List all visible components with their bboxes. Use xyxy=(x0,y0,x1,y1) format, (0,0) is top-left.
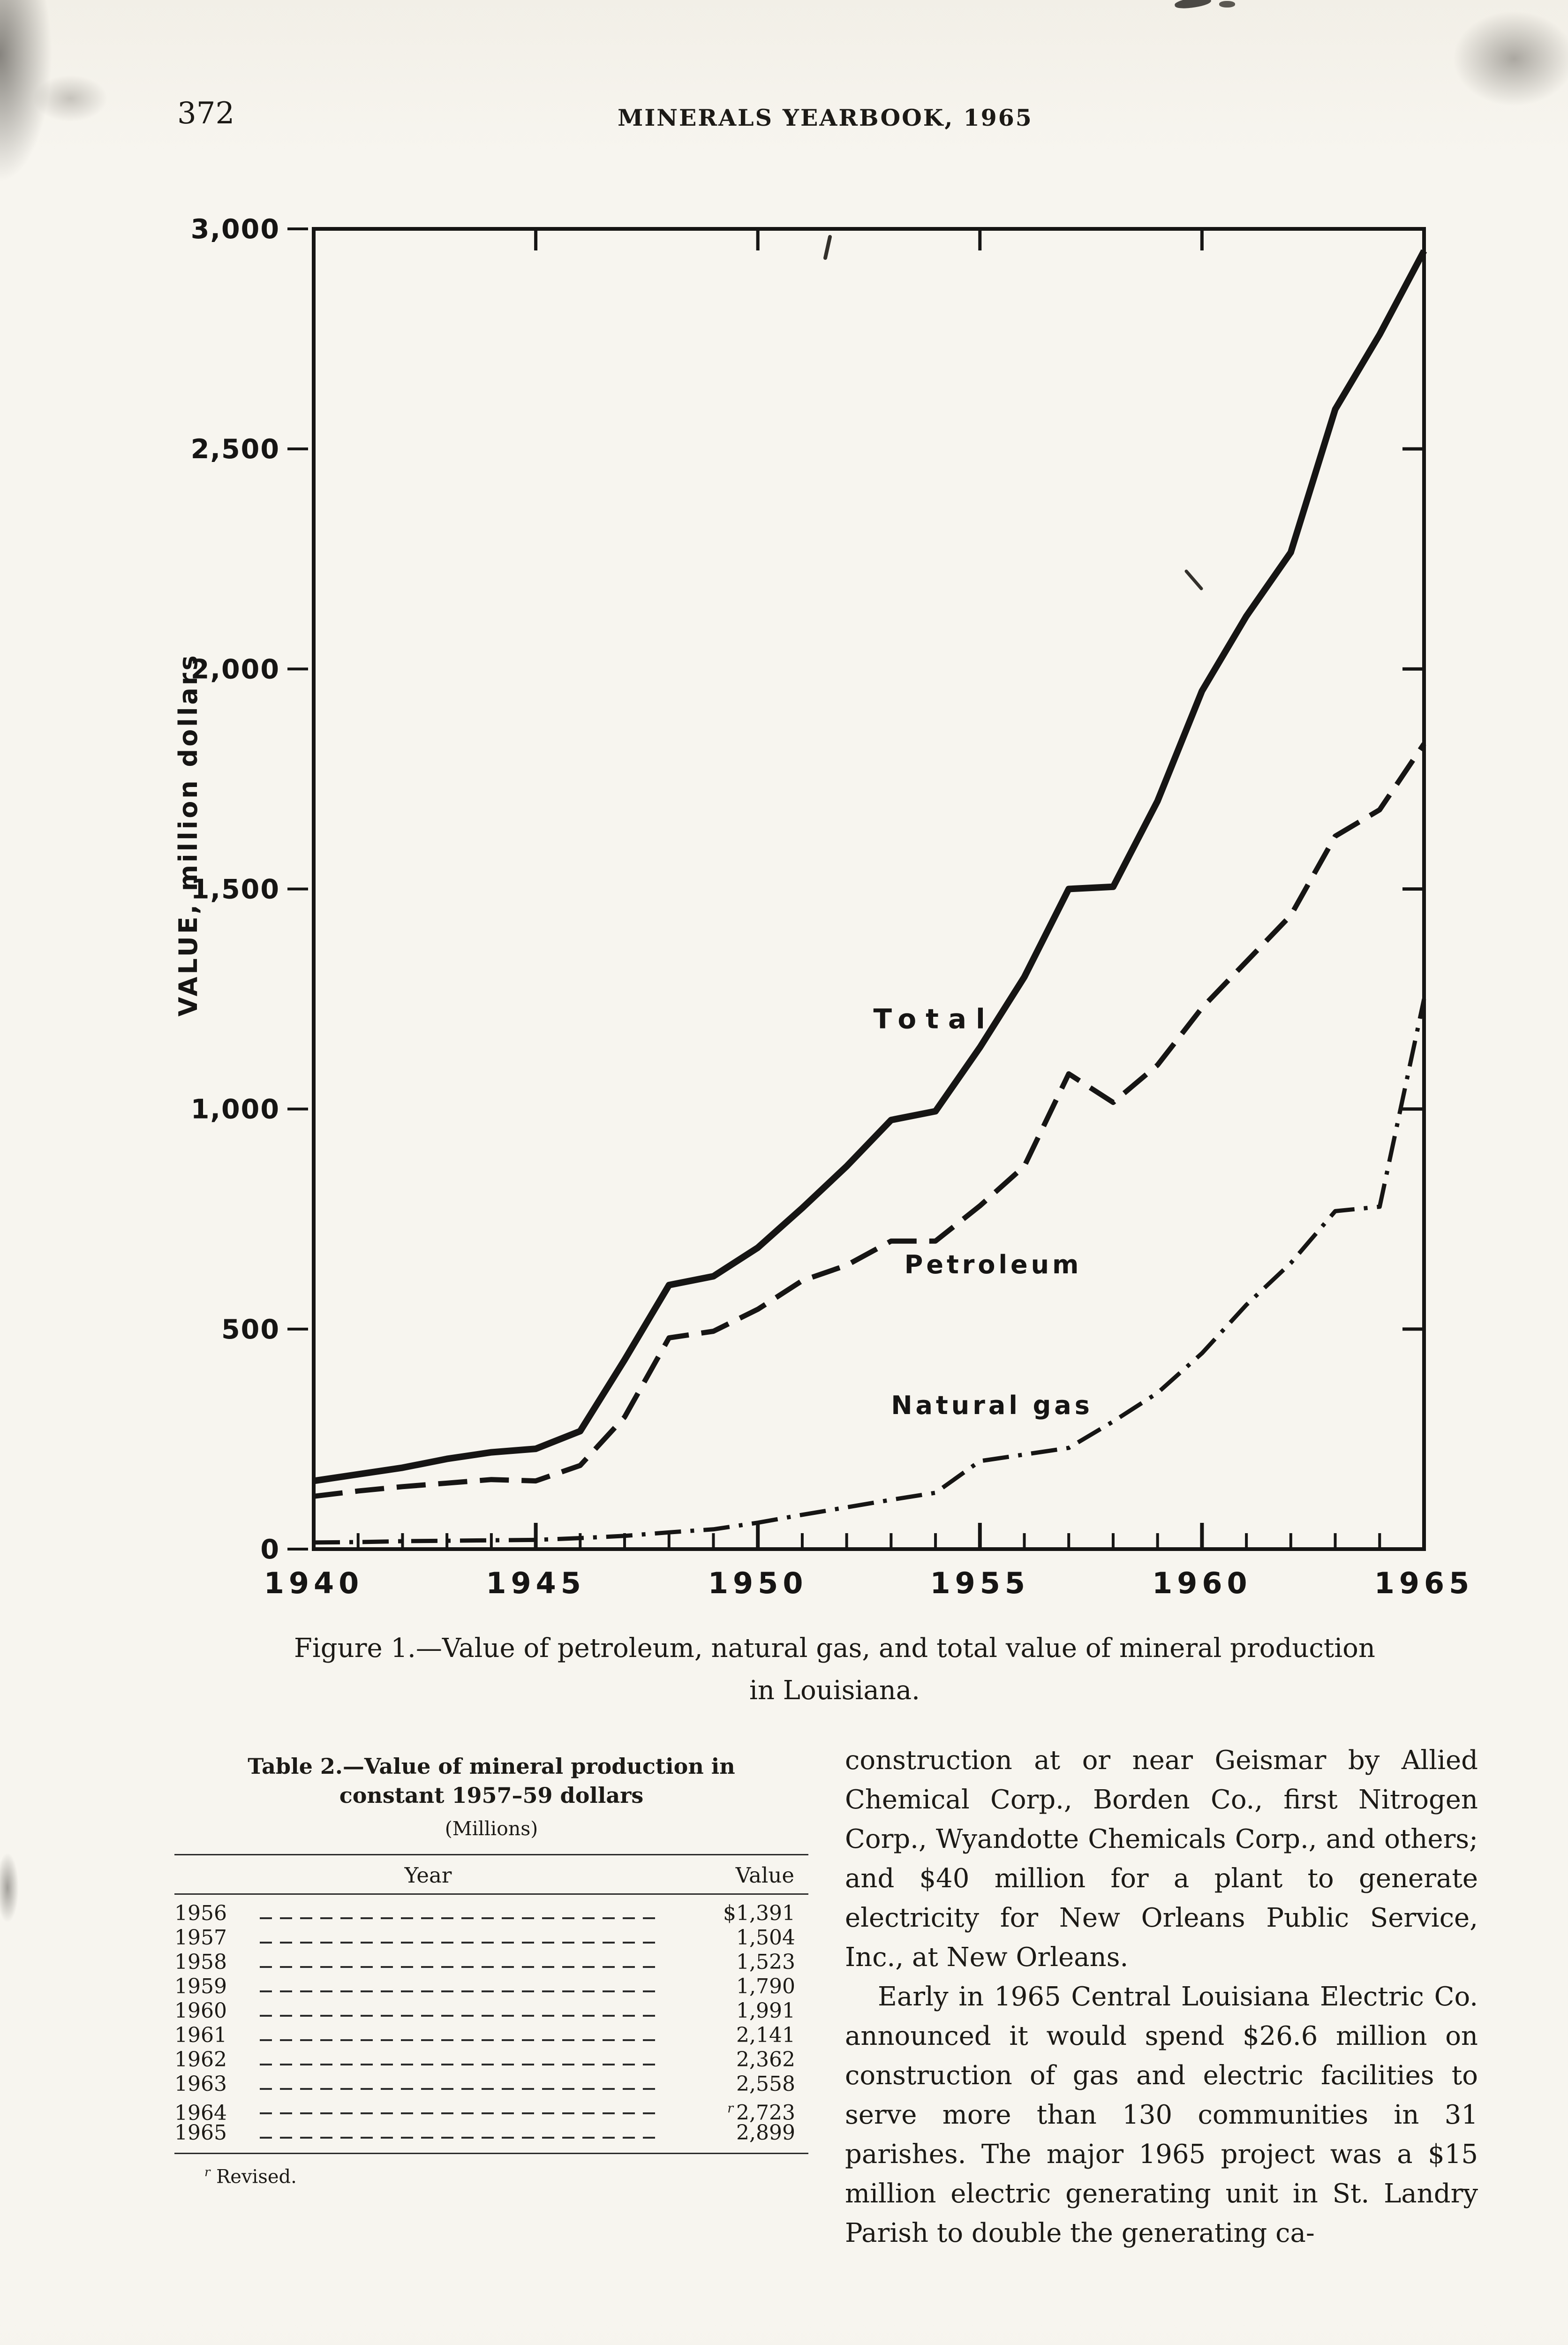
table-leader-dashes xyxy=(260,2064,659,2065)
table-leader-dashes xyxy=(260,1942,659,1944)
table-year-cell: 1962 xyxy=(174,2048,227,2072)
table-leader-dashes xyxy=(260,2039,659,2041)
table-value-cell: 2,141 xyxy=(736,2023,795,2047)
scan-smudge-top-left xyxy=(0,0,56,192)
page-number: 372 xyxy=(177,96,235,131)
table-value-cell: 2,558 xyxy=(736,2072,795,2096)
table-body: 1956 $1,391 1957 1,504 1958 1,523 1959 1,790 196… xyxy=(174,1895,808,2145)
running-head: MINERALS YEARBOOK, 1965 xyxy=(618,104,1033,131)
y-tick-label: 2,500 xyxy=(191,434,280,465)
x-tick-label: 1955 xyxy=(930,1566,1030,1600)
table-year-cell: 1956 xyxy=(174,1901,227,1925)
table-row: 1961 2,141 xyxy=(174,2023,808,2048)
body-text-column: construction at or near Geismar by Allie… xyxy=(845,1741,1478,2253)
x-tick-label: 1945 xyxy=(486,1566,586,1600)
table-leader-dashes xyxy=(260,2137,659,2139)
y-tick-label: 1,000 xyxy=(191,1094,280,1125)
x-tick-label: 1950 xyxy=(708,1566,808,1600)
table-year-cell: 1960 xyxy=(174,1999,227,2023)
scan-speck xyxy=(1184,569,1203,590)
table-rule-mid xyxy=(174,1893,808,1895)
table-row: 1958 1,523 xyxy=(174,1950,808,1974)
y-tick-label: 1,500 xyxy=(191,874,280,905)
table-row: 1960 1,991 xyxy=(174,1999,808,2023)
revised-footnote-marker: r xyxy=(204,2165,211,2179)
table-row: 1957 1,504 xyxy=(174,1926,808,1950)
table-year-cell: 1958 xyxy=(174,1950,227,1974)
table-title-line1: Table 2.—Value of mineral production in xyxy=(248,1754,735,1779)
scan-mark-top-edge-2 xyxy=(1219,1,1235,8)
x-tick-label: 1940 xyxy=(264,1566,364,1600)
table-year-cell: 1964 xyxy=(174,2101,227,2125)
table-leader-dashes xyxy=(260,2015,659,2017)
figure-caption-line1: Figure 1.—Value of petroleum, natural ga… xyxy=(294,1633,1375,1664)
total-line xyxy=(313,249,1427,1484)
table-year-cell: 1959 xyxy=(174,1974,227,1998)
plot-border xyxy=(312,227,1426,1551)
table-year-cell: 1961 xyxy=(174,2023,227,2047)
scan-smudge-top-left-2 xyxy=(33,75,108,122)
table-value-cell: 1,523 xyxy=(736,1950,795,1974)
table-leader-dashes xyxy=(260,1966,659,1968)
table-leader-dashes xyxy=(260,1990,659,1992)
series-label-total: Total xyxy=(873,1003,994,1035)
x-tick-label: 1960 xyxy=(1152,1566,1252,1600)
series-label-petroleum: Petroleum xyxy=(905,1250,1082,1279)
table-col-year: Year xyxy=(404,1863,452,1888)
y-tick-label: 0 xyxy=(260,1534,280,1565)
table-footnote-text: Revised. xyxy=(216,2166,297,2188)
table-row: 1963 2,558 xyxy=(174,2072,808,2096)
table-row: 1962 2,362 xyxy=(174,2048,808,2072)
table-title-line2: constant 1957–59 dollars xyxy=(339,1783,644,1808)
figure-caption-line2: in Louisiana. xyxy=(749,1675,920,1706)
natural-gas-line xyxy=(313,999,1426,1545)
table-year-cell: 1963 xyxy=(174,2072,227,2096)
table-footnote: r Revised. xyxy=(174,2165,808,2187)
table-year-cell: 1957 xyxy=(174,1926,227,1950)
y-tick-label: 500 xyxy=(221,1314,280,1345)
body-paragraph-1: construction at or near Geismar by Allie… xyxy=(845,1745,1478,1973)
table-rule-bottom xyxy=(174,2153,808,2154)
table-value-cell: 1,790 xyxy=(736,1974,795,1998)
table-leader-dashes xyxy=(260,2088,659,2090)
table2: Table 2.—Value of mineral production in … xyxy=(174,1752,808,2187)
series-label-natural-gas: Natural gas xyxy=(891,1391,1093,1420)
table-value-cell: 1,991 xyxy=(736,1999,795,2023)
scan-smudge-left-mid xyxy=(0,1853,19,1923)
table-value-cell: r 2,723 xyxy=(727,2101,795,2125)
table-value-cell: 2,899 xyxy=(736,2121,795,2145)
table-header-row: Year Value xyxy=(174,1855,808,1893)
table-value-cell: 1,504 xyxy=(736,1926,795,1950)
table-row: 1965 2,899 xyxy=(174,2121,808,2145)
revised-marker: r xyxy=(727,2101,734,2116)
x-tick-label: 1965 xyxy=(1374,1566,1474,1600)
table-col-value: Value xyxy=(735,1863,794,1888)
table-leader-dashes xyxy=(260,2112,659,2114)
table-rule-top xyxy=(174,1854,808,1855)
table-value-cell: 2,362 xyxy=(736,2048,795,2072)
table-subtitle: (Millions) xyxy=(445,1817,538,1840)
scan-smudge-top-right xyxy=(1451,9,1568,108)
figure-caption: Figure 1.—Value of petroleum, natural ga… xyxy=(216,1627,1454,1712)
table-leader-dashes xyxy=(260,1917,659,1919)
y-tick-label: 3,000 xyxy=(191,214,280,245)
figure1-chart: 0 500 1,000 1,500 2,000 2,500 3,000 1940 1945 195… xyxy=(173,214,1474,1600)
scan-mark-top-edge xyxy=(1174,0,1212,10)
y-axis-title: VALUE, million dollars xyxy=(173,653,203,1016)
table-year-cell: 1965 xyxy=(174,2121,227,2145)
table-row: 1959 1,790 xyxy=(174,1974,808,1999)
table-row: 1956 $1,391 xyxy=(174,1901,808,1926)
body-paragraph-2: Early in 1965 Central Louisiana Electric… xyxy=(845,1982,1478,2248)
scan-speck xyxy=(823,235,832,260)
petroleum-line xyxy=(313,742,1426,1499)
y-tick-label: 2,000 xyxy=(191,654,280,685)
table-row: 1964 r 2,723 xyxy=(174,2096,808,2125)
table-value-cell: $1,391 xyxy=(723,1901,795,1925)
